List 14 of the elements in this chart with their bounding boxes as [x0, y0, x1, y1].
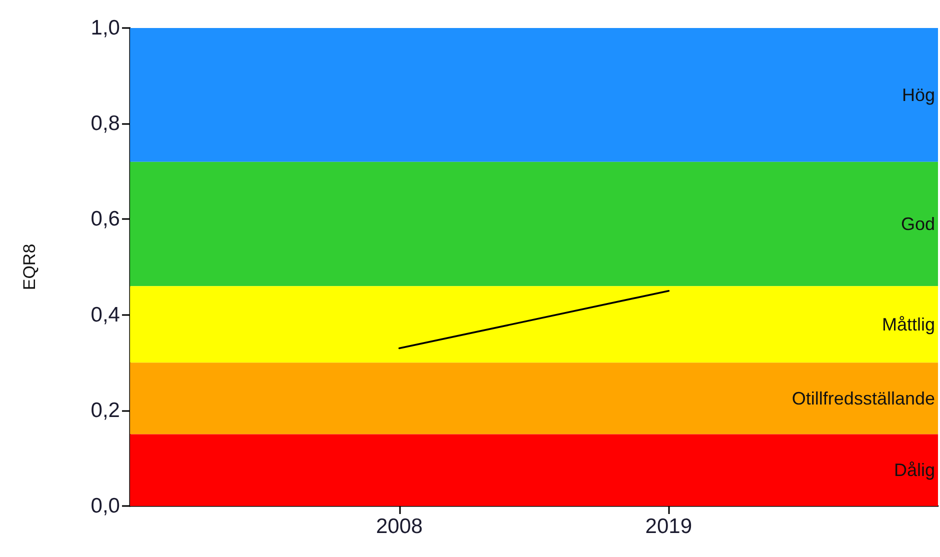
band-label: Dålig — [894, 460, 935, 480]
band-label: Hög — [902, 84, 935, 105]
x-tick-label: 2019 — [645, 515, 692, 538]
y-tick-label: 0,6 — [90, 208, 120, 231]
y-tick-label: 0,0 — [90, 494, 120, 518]
y-tick-label: 0,2 — [90, 398, 120, 422]
band-label: God — [900, 214, 935, 234]
y-tick-label: 1,0 — [90, 16, 120, 40]
x-tick-label: 2008 — [376, 515, 423, 538]
y-axis-title: EQR8 — [20, 244, 39, 290]
y-tick-label: 0,8 — [90, 112, 120, 136]
band-label: Måttlig — [882, 314, 935, 334]
y-tick-label: 0,4 — [90, 303, 120, 326]
band-label: Otillfredsställande — [792, 388, 935, 408]
